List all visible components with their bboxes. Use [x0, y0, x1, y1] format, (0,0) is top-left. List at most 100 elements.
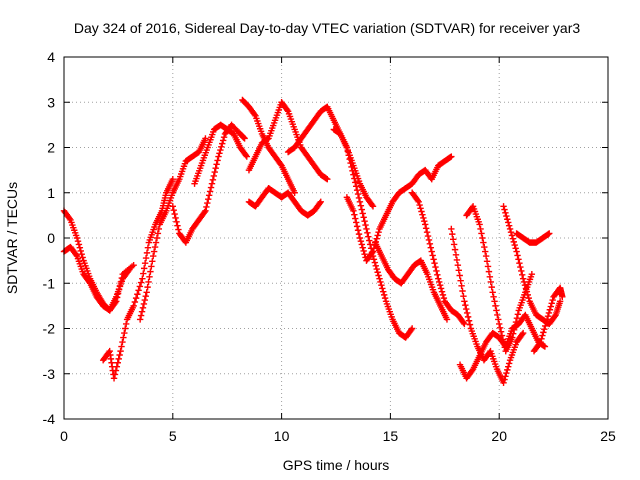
data-point — [73, 234, 81, 242]
data-point — [143, 249, 151, 257]
data-point — [201, 208, 208, 216]
data-point — [348, 163, 355, 171]
data-point — [547, 303, 555, 310]
data-point — [356, 234, 364, 242]
data-point — [481, 243, 488, 251]
series-sat-13 — [371, 239, 451, 323]
data-point — [484, 263, 492, 270]
y-tick-label: 2 — [47, 140, 55, 156]
data-point — [482, 248, 489, 255]
data-point — [78, 250, 85, 258]
data-point — [536, 340, 543, 347]
plot-frame — [63, 56, 609, 420]
data-point — [492, 302, 499, 310]
data-point — [115, 355, 122, 363]
data-point — [76, 244, 84, 251]
data-point — [147, 268, 154, 275]
data-point — [153, 234, 161, 242]
data-point — [356, 198, 364, 205]
data-point — [137, 312, 145, 319]
data-point — [545, 309, 553, 317]
data-points — [60, 96, 566, 386]
series-sat-11 — [330, 126, 416, 341]
data-point — [173, 218, 180, 226]
data-point — [175, 226, 182, 233]
data-point — [454, 261, 462, 269]
data-point — [365, 233, 372, 240]
data-point — [549, 296, 556, 304]
data-point — [353, 186, 361, 194]
data-point — [371, 259, 379, 266]
data-point — [505, 360, 513, 367]
data-point — [116, 282, 124, 290]
data-point — [374, 269, 381, 276]
data-point — [354, 227, 362, 234]
data-point — [351, 175, 358, 182]
data-point — [455, 267, 462, 274]
data-point — [136, 316, 144, 323]
data-point — [277, 161, 284, 168]
data-point — [436, 278, 443, 286]
data-point — [427, 244, 435, 251]
data-point — [114, 290, 122, 297]
data-point — [376, 275, 383, 282]
data-point — [66, 215, 73, 222]
data-point — [448, 225, 455, 233]
data-point — [353, 223, 361, 230]
data-point — [431, 260, 438, 267]
data-point — [352, 179, 359, 186]
data-point — [208, 180, 216, 187]
series-sat-04 — [136, 135, 209, 323]
data-point — [500, 379, 507, 386]
data-point — [478, 230, 485, 237]
data-point — [519, 331, 526, 338]
data-point — [360, 247, 367, 255]
data-point — [142, 292, 149, 300]
data-point — [141, 296, 149, 304]
data-point — [449, 230, 456, 238]
data-point — [361, 217, 368, 225]
data-point — [539, 332, 546, 339]
data-point — [559, 293, 566, 301]
data-point — [117, 278, 125, 286]
series-sat-02 — [60, 243, 137, 314]
data-point — [368, 249, 376, 257]
data-point — [130, 302, 137, 310]
data-point — [373, 235, 380, 242]
data-point — [494, 311, 501, 319]
data-point — [144, 283, 151, 291]
data-point — [150, 252, 157, 260]
y-tick-label: 1 — [47, 185, 55, 201]
y-tick-label: 0 — [47, 230, 55, 246]
data-point — [501, 376, 508, 383]
data-point — [364, 229, 371, 237]
data-point — [551, 313, 559, 320]
data-point — [528, 271, 536, 278]
data-point — [451, 246, 459, 253]
data-point — [489, 289, 496, 296]
data-point — [541, 343, 549, 350]
data-point — [457, 277, 464, 284]
data-point — [144, 244, 152, 251]
x-tick-label: 25 — [600, 428, 616, 444]
data-point — [216, 150, 223, 157]
data-point — [113, 298, 120, 305]
data-point — [453, 256, 461, 264]
data-point — [146, 273, 153, 280]
data-point — [501, 206, 508, 213]
data-point — [540, 329, 547, 336]
data-point — [479, 234, 486, 242]
data-point — [541, 325, 548, 333]
data-point — [543, 316, 551, 323]
data-point — [134, 291, 141, 298]
series-sat-14 — [408, 189, 468, 328]
data-point — [131, 298, 139, 306]
data-point — [460, 319, 467, 326]
data-point — [519, 271, 526, 279]
data-point — [513, 248, 520, 255]
data-point — [317, 198, 324, 205]
data-point — [241, 135, 248, 142]
data-point — [378, 281, 385, 289]
series-sat-12 — [343, 153, 455, 264]
